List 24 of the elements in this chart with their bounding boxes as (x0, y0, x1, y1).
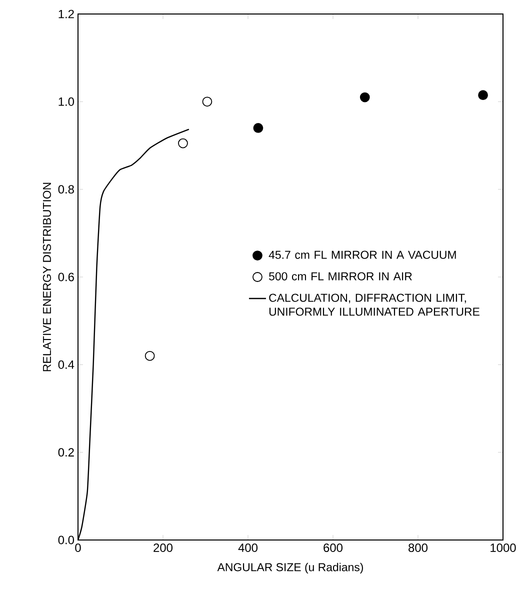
legend-label: 45.7 cm FL MIRROR IN A VACUUM (268, 250, 456, 259)
x-axis-title: ANGULAR SIZE (u Radians) (217, 562, 363, 574)
y-tick-label: 1.0 (58, 97, 74, 106)
y-tick-label: 0.4 (58, 360, 74, 369)
x-tick-label: 1000 (490, 544, 516, 552)
y-tick-label: 0.0 (58, 536, 74, 544)
legend-label: 500 cm FL MIRROR IN AIR (269, 272, 412, 280)
point (144, 350, 155, 361)
y-tick-label: 0.6 (58, 272, 74, 282)
x-tick-label: 600 (324, 544, 343, 552)
y-tick-label: 0.2 (58, 448, 74, 457)
x-tick-label: 800 (408, 544, 428, 552)
y-axis-title: RELATIVE ENERGY DISTRIBUTION (42, 182, 52, 372)
point (202, 96, 212, 107)
point (178, 138, 188, 148)
x-tick-label: 400 (238, 544, 258, 552)
y-tick-label: 0.8 (58, 185, 74, 194)
point (360, 92, 370, 102)
x-tick-label: 0 (75, 544, 81, 552)
x-tick-label: 200 (154, 544, 173, 552)
point (253, 123, 264, 133)
point (478, 90, 488, 100)
legend-label: CALCULATION, DIFFRACTION LIMIT, UNIFORMLY ILLUMINATED APERTURE (269, 294, 480, 316)
y-tick-label: 1.2 (58, 10, 74, 18)
